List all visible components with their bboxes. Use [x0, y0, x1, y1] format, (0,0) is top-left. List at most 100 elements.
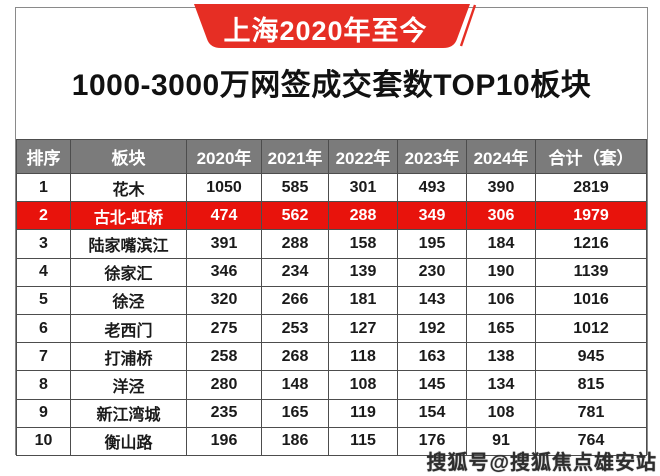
table-cell: 266	[261, 285, 329, 315]
table-cell: 190	[466, 257, 536, 287]
table-cell: 176	[397, 426, 467, 457]
table-cell: 127	[328, 313, 398, 344]
table-cell: 1012	[535, 313, 647, 344]
table-cell: 258	[186, 342, 262, 372]
table-cell: 洋泾	[70, 370, 187, 400]
table-cell: 815	[535, 370, 647, 400]
table-cell: 2	[16, 201, 71, 231]
ranking-table: 排序 板块 2020年 2021年 2022年 2023年 2024年 合计（套） 1 花木 10…	[16, 139, 647, 457]
table-cell: 268	[261, 342, 329, 372]
table-row: 4 徐家汇 346 234 139 230 190 1139	[16, 257, 647, 287]
table-cell: 1139	[535, 257, 647, 287]
table-cell: 徐家汇	[70, 257, 187, 287]
column-header: 合计（套）	[535, 139, 647, 174]
ribbon-label: 上海2020年至今	[223, 16, 428, 46]
table-cell: 562	[261, 201, 329, 231]
column-header: 2023年	[397, 139, 467, 174]
table-cell: 打浦桥	[70, 342, 187, 372]
table-cell: 181	[328, 285, 398, 315]
table-cell: 古北-虹桥	[70, 201, 187, 231]
table-cell: 5	[16, 285, 71, 315]
table-cell: 154	[397, 398, 467, 428]
column-header: 板块	[70, 139, 187, 174]
table-cell: 165	[466, 313, 536, 344]
table-row: 2 古北-虹桥 474 562 288 349 306 1979	[16, 201, 647, 231]
report-card: 上海2020年至今 1000-3000万网签成交套数TOP10板块 排序 板块 20…	[15, 4, 648, 457]
table-cell: 7	[16, 342, 71, 372]
table-cell: 9	[16, 398, 71, 428]
table-cell: 145	[397, 370, 467, 400]
table-cell: 148	[261, 370, 329, 400]
table-row: 3 陆家嘴滨江 391 288 158 195 184 1216	[16, 229, 647, 259]
column-header: 2024年	[466, 139, 536, 174]
table-cell: 2819	[535, 172, 647, 203]
table-cell: 764	[535, 426, 647, 457]
table-cell: 花木	[70, 172, 187, 203]
table-cell: 781	[535, 398, 647, 428]
table-cell: 230	[397, 257, 467, 287]
table-cell: 新江湾城	[70, 398, 187, 428]
table-cell: 1	[16, 172, 71, 203]
table-cell: 3	[16, 229, 71, 259]
table-cell: 徐泾	[70, 285, 187, 315]
table-cell: 143	[397, 285, 467, 315]
table-cell: 288	[328, 201, 398, 231]
table-cell: 280	[186, 370, 262, 400]
table-cell: 8	[16, 370, 71, 400]
table-cell: 138	[466, 342, 536, 372]
table-row: 8 洋泾 280 148 108 145 134 815	[16, 370, 647, 400]
table-row: 1 花木 1050 585 301 493 390 2819	[16, 172, 647, 203]
table-cell: 108	[466, 398, 536, 428]
table-cell: 196	[186, 426, 262, 457]
table-cell: 衡山路	[70, 426, 187, 457]
table-cell: 1016	[535, 285, 647, 315]
page-title: 1000-3000万网签成交套数TOP10板块	[71, 69, 592, 102]
table-cell: 4	[16, 257, 71, 287]
table-cell: 老西门	[70, 313, 187, 344]
table-cell: 陆家嘴滨江	[70, 229, 187, 259]
table-cell: 106	[466, 285, 536, 315]
table-cell: 1216	[535, 229, 647, 259]
table-cell: 1979	[535, 201, 647, 231]
column-header: 2021年	[261, 139, 329, 174]
table-cell: 391	[186, 229, 262, 259]
table-row: 9 新江湾城 235 165 119 154 108 781	[16, 398, 647, 428]
table-cell: 134	[466, 370, 536, 400]
table-cell: 390	[466, 172, 536, 203]
table-cell: 275	[186, 313, 262, 344]
table-cell: 118	[328, 342, 398, 372]
table-header-row: 排序 板块 2020年 2021年 2022年 2023年 2024年 合计（套）	[16, 139, 647, 174]
table-cell: 195	[397, 229, 467, 259]
table-cell: 139	[328, 257, 398, 287]
table-cell: 349	[397, 201, 467, 231]
table-body: 1 花木 1050 585 301 493 390 2819 2 古北-虹桥 474 562 288 34…	[16, 172, 647, 457]
table-cell: 1050	[186, 172, 262, 203]
table-cell: 6	[16, 313, 71, 344]
watermark: 搜狐号@搜狐焦点雄安站	[426, 452, 657, 474]
table-row: 5 徐泾 320 266 181 143 106 1016	[16, 285, 647, 315]
table-cell: 10	[16, 426, 71, 457]
table-cell: 115	[328, 426, 398, 457]
column-header: 排序	[16, 139, 71, 174]
table-cell: 192	[397, 313, 467, 344]
table-row: 6 老西门 275 253 127 192 165 1012	[16, 313, 647, 344]
table-cell: 301	[328, 172, 398, 203]
table-row: 10 衡山路 196 186 115 176 91 764	[16, 426, 647, 457]
title-ribbon: 上海2020年至今	[182, 4, 482, 52]
table-cell: 493	[397, 172, 467, 203]
table-cell: 945	[535, 342, 647, 372]
column-header: 2020年	[186, 139, 262, 174]
table-cell: 158	[328, 229, 398, 259]
table-row: 7 打浦桥 258 268 118 163 138 945	[16, 342, 647, 372]
table-cell: 253	[261, 313, 329, 344]
table-cell: 119	[328, 398, 398, 428]
table-cell: 306	[466, 201, 536, 231]
table-cell: 163	[397, 342, 467, 372]
ribbon-shape-svg	[193, 4, 476, 48]
table-cell: 234	[261, 257, 329, 287]
table-cell: 320	[186, 285, 262, 315]
column-header: 2022年	[328, 139, 398, 174]
table-cell: 184	[466, 229, 536, 259]
table-cell: 108	[328, 370, 398, 400]
